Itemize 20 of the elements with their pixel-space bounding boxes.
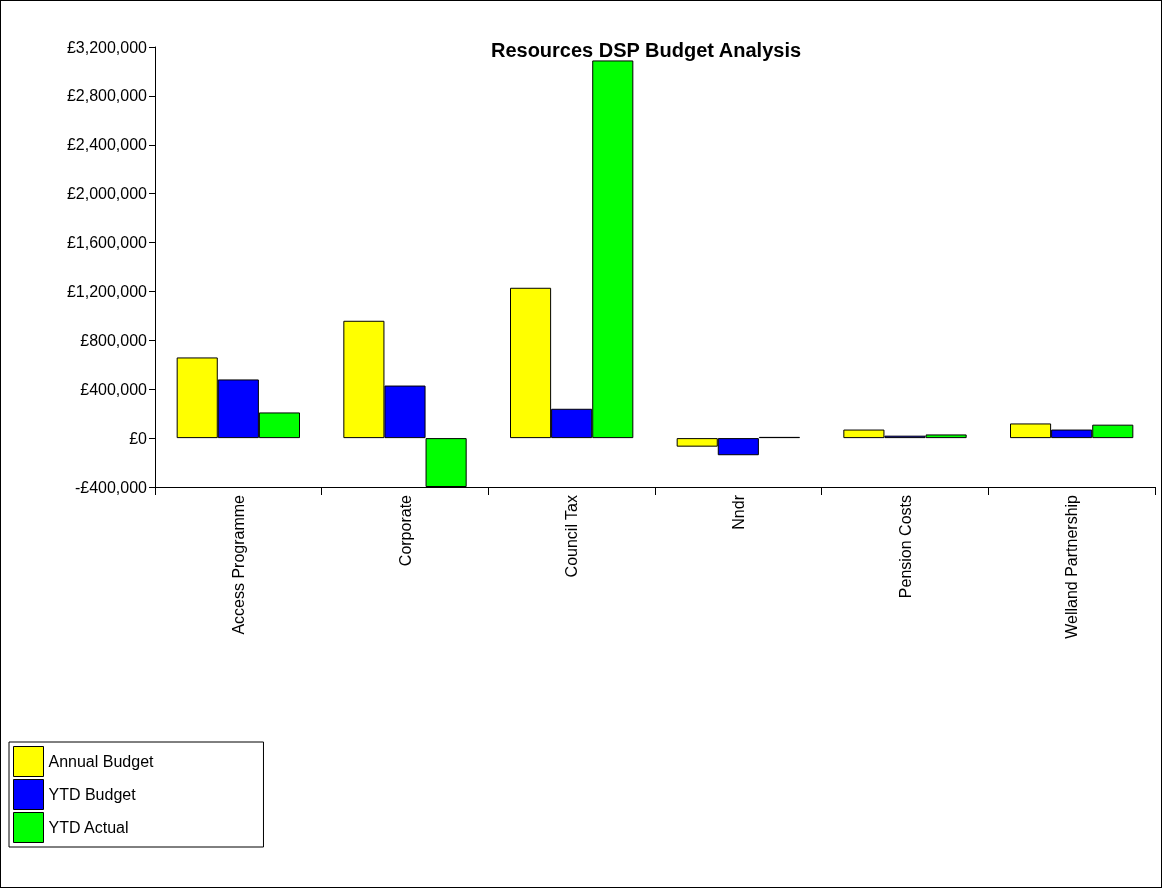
x-tick-label: Access Programme [229, 494, 247, 635]
y-tick-label: £2,000,000 [66, 185, 148, 203]
x-tick-label: Welland Partnership [1063, 494, 1081, 639]
legend-label: YTD Budget [48, 786, 137, 803]
y-tick-label: £2,400,000 [66, 136, 148, 154]
x-tick-label: Council Tax [563, 495, 581, 578]
y-tick-label: £1,600,000 [66, 234, 148, 252]
x-tick-label: Corporate [396, 494, 414, 567]
chart-title: Resources DSP Budget Analysis [490, 39, 802, 61]
legend-label: YTD Actual [48, 819, 129, 836]
y-tick-label: £400,000 [80, 380, 148, 398]
y-tick-label: £1,200,000 [66, 282, 148, 300]
y-tick-label: £3,200,000 [66, 38, 148, 56]
x-tick-label: Pension Costs [896, 495, 914, 599]
y-tick-label: -£400,000 [74, 478, 148, 496]
y-tick-label: £0 [129, 429, 148, 447]
y-tick-label: £800,000 [80, 331, 148, 349]
y-tick-label: £2,800,000 [66, 87, 148, 105]
legend-label: Annual Budget [48, 753, 155, 770]
x-tick-label: Nndr [729, 494, 747, 530]
